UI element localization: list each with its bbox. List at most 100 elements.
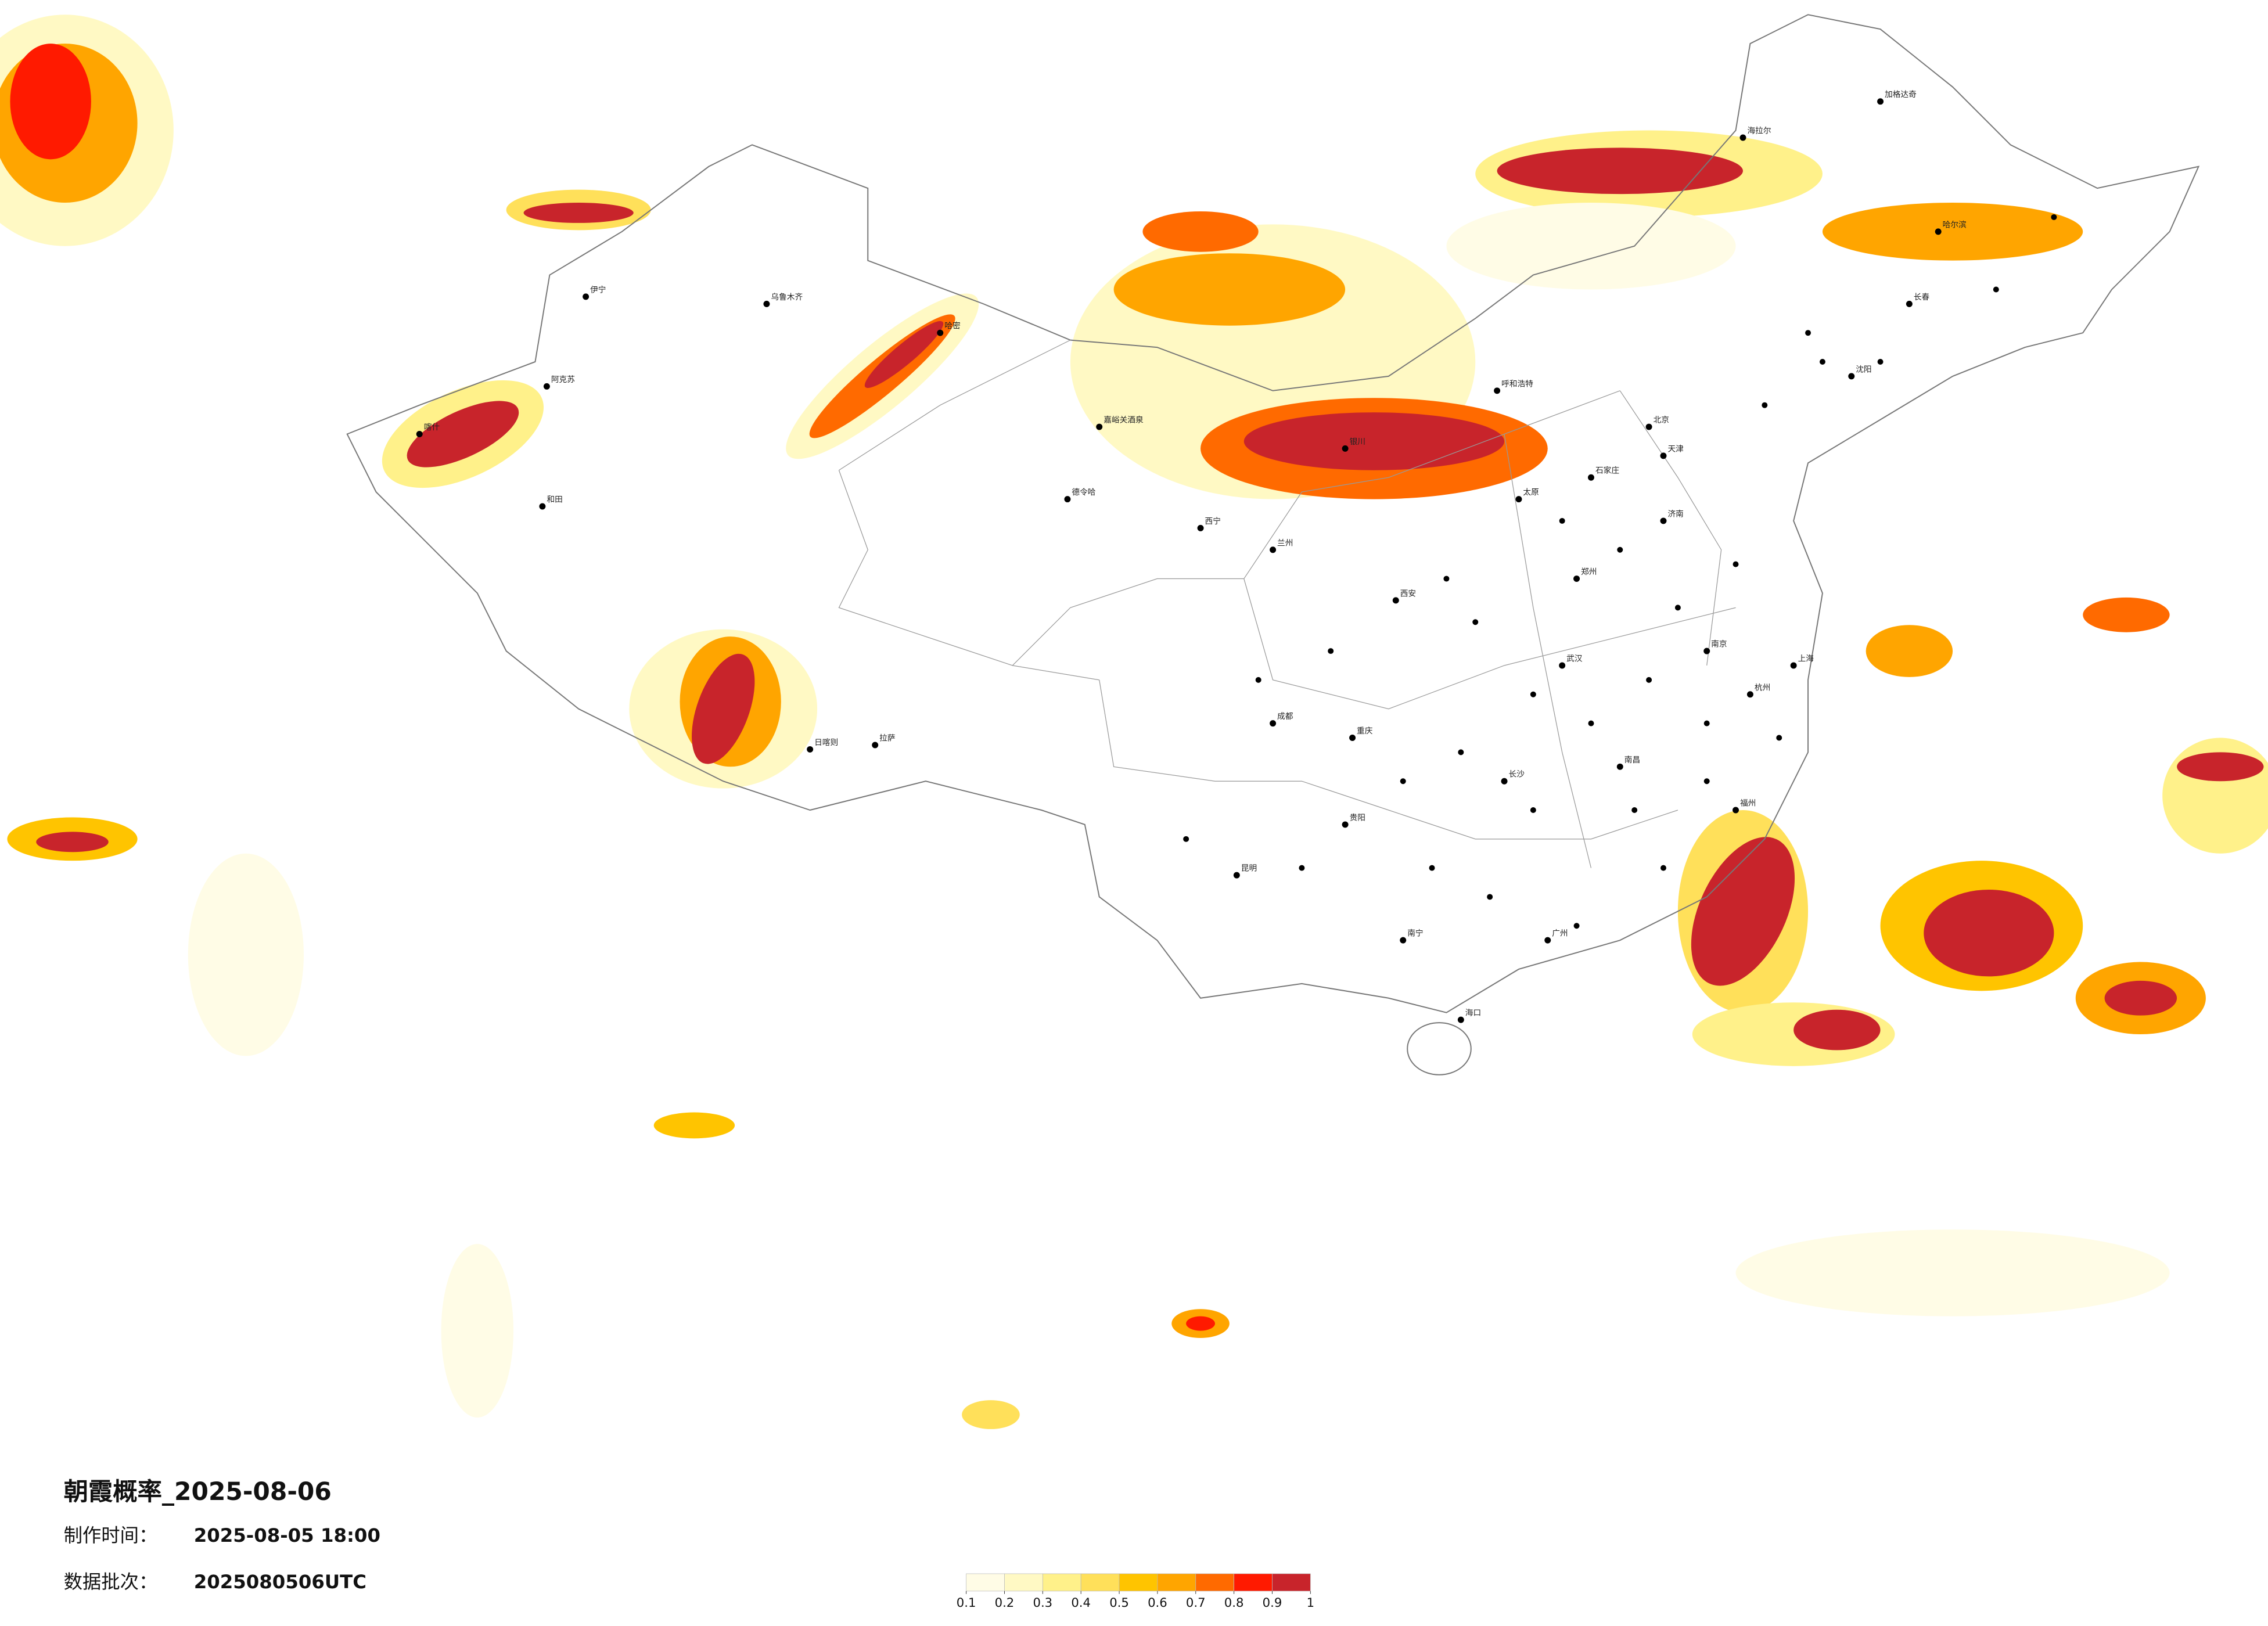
colorbar-label: 1	[1307, 1595, 1314, 1610]
made-label: 制作时间：	[64, 1524, 158, 1546]
blob	[786, 293, 979, 459]
city-label: 阿克苏	[551, 375, 575, 384]
city-dot	[1877, 98, 1884, 105]
colorbar-label: 0.1	[957, 1595, 976, 1610]
city-label: 石家庄	[1595, 466, 1619, 476]
blob	[1475, 130, 2083, 261]
city-label: 乌鲁木齐	[771, 293, 803, 302]
city-label: 银川	[1350, 437, 1365, 447]
colorbar-swatch	[1004, 1573, 1043, 1592]
city-label: 昆明	[1241, 864, 1257, 873]
made-time: 2025-08-05 18:00	[194, 1524, 380, 1546]
china-border	[346, 14, 2200, 1013]
city-dot	[937, 329, 944, 336]
blob	[1677, 810, 1809, 1013]
city-label: 海口	[1465, 1009, 1481, 1018]
colorbar-label: 0.3	[1033, 1595, 1052, 1610]
city-label: 哈密	[944, 321, 961, 331]
city-dot	[1906, 300, 1913, 307]
city-label: 杭州	[1755, 683, 1770, 692]
city-dot	[1616, 763, 1623, 770]
city-label: 广州	[1552, 929, 1568, 938]
city-label: 南宁	[1407, 929, 1423, 938]
colorbar-label: 0.2	[995, 1595, 1015, 1610]
city-label: 南京	[1711, 640, 1727, 649]
blob	[1070, 211, 1548, 499]
blob	[629, 629, 818, 789]
city-label: 哈尔滨	[1943, 220, 1967, 229]
city-label: 加格达奇	[1885, 89, 1917, 99]
colorbar-swatch	[1234, 1573, 1273, 1592]
colorbar: 0.1 0.2 0.3 0.4 0.5 0.6 0.7 0.8 0.9 1	[957, 1573, 1314, 1610]
country-outline	[346, 14, 2200, 1075]
city-dot	[539, 503, 546, 510]
city-dot	[1739, 134, 1746, 141]
colorbar-swatch	[1157, 1573, 1196, 1592]
colorbar-label: 0.5	[1109, 1595, 1129, 1610]
title: 朝霞概率_2025-08-06	[64, 1477, 332, 1506]
colorbar-swatch	[1080, 1573, 1120, 1592]
city-label: 呼和浩特	[1501, 379, 1533, 388]
city-dot	[1935, 228, 1942, 235]
city-dot	[1064, 496, 1071, 503]
city-label: 长春	[1914, 293, 1930, 302]
city-dot	[1233, 872, 1240, 879]
city-dot	[1349, 735, 1356, 741]
city-label: 天津	[1667, 444, 1684, 454]
city-dot	[872, 742, 879, 749]
city-label: 济南	[1667, 509, 1683, 519]
blob	[2075, 962, 2206, 1035]
colorbar-label: 0.9	[1263, 1595, 1282, 1610]
city-label: 西宁	[1205, 516, 1221, 526]
city-dot	[1392, 597, 1399, 604]
city-label: 贵阳	[1350, 813, 1365, 822]
city-label: 成都	[1277, 712, 1293, 721]
city-dot	[583, 293, 590, 300]
city-dot	[1270, 546, 1277, 553]
blob	[1692, 1002, 1895, 1066]
colorbar-label: 0.4	[1071, 1595, 1091, 1610]
city-dot	[763, 300, 770, 307]
blob	[0, 15, 174, 246]
city-dot	[1457, 1016, 1464, 1023]
city-label: 和田	[547, 495, 562, 505]
city-label: 长沙	[1509, 770, 1525, 779]
city-label: 南昌	[1624, 756, 1640, 765]
colorbar-label: 0.6	[1148, 1595, 1167, 1610]
city-dot	[416, 431, 423, 437]
city-dot	[1342, 445, 1349, 452]
city-label: 西安	[1400, 589, 1416, 598]
city-dot	[1197, 524, 1204, 531]
city-dot	[1342, 821, 1349, 828]
city-label: 福州	[1740, 799, 1756, 808]
blob	[188, 203, 2170, 1418]
city-dot	[1270, 720, 1277, 727]
blob	[1880, 861, 2083, 991]
city-label: 武汉	[1566, 654, 1583, 664]
city-dot	[1515, 496, 1522, 503]
province-borders	[838, 340, 1736, 868]
city-dot	[1544, 937, 1551, 944]
city-label: 伊宁	[590, 285, 606, 294]
city-label: 兰州	[1277, 538, 1293, 548]
city-label: 上海	[1798, 654, 1814, 664]
colorbar-label: 0.7	[1186, 1595, 1206, 1610]
city-dot	[543, 383, 550, 390]
city-dot	[1587, 474, 1594, 481]
hainan	[1407, 1022, 1472, 1075]
city-dot	[1746, 691, 1753, 698]
city-label: 太原	[1523, 488, 1539, 497]
city-dot	[1400, 937, 1407, 944]
blob	[2162, 738, 2268, 854]
city-label: 喀什	[424, 423, 440, 432]
colorbar-swatch	[1272, 1573, 1311, 1592]
batch: 2025080506UTC	[194, 1571, 366, 1593]
city-label: 拉萨	[879, 733, 895, 743]
city-label: 日喀则	[814, 738, 838, 747]
city-label: 德令哈	[1072, 488, 1095, 497]
city-label: 海拉尔	[1747, 126, 1771, 135]
city-dot	[1790, 662, 1797, 669]
city-label: 嘉峪关酒泉	[1104, 415, 1144, 425]
